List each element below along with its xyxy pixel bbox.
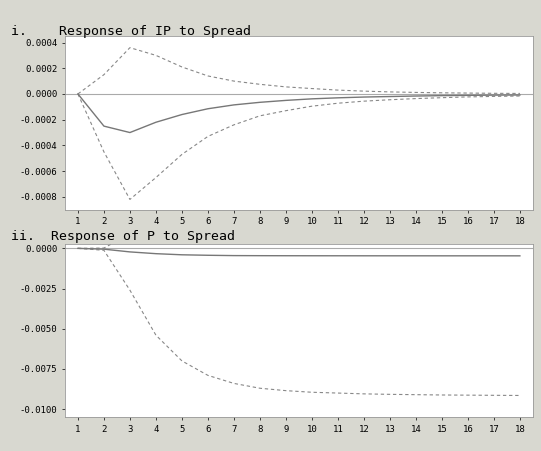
Text: ii.  Response of P to Spread: ii. Response of P to Spread (11, 230, 235, 243)
Text: i.    Response of IP to Spread: i. Response of IP to Spread (11, 25, 251, 38)
